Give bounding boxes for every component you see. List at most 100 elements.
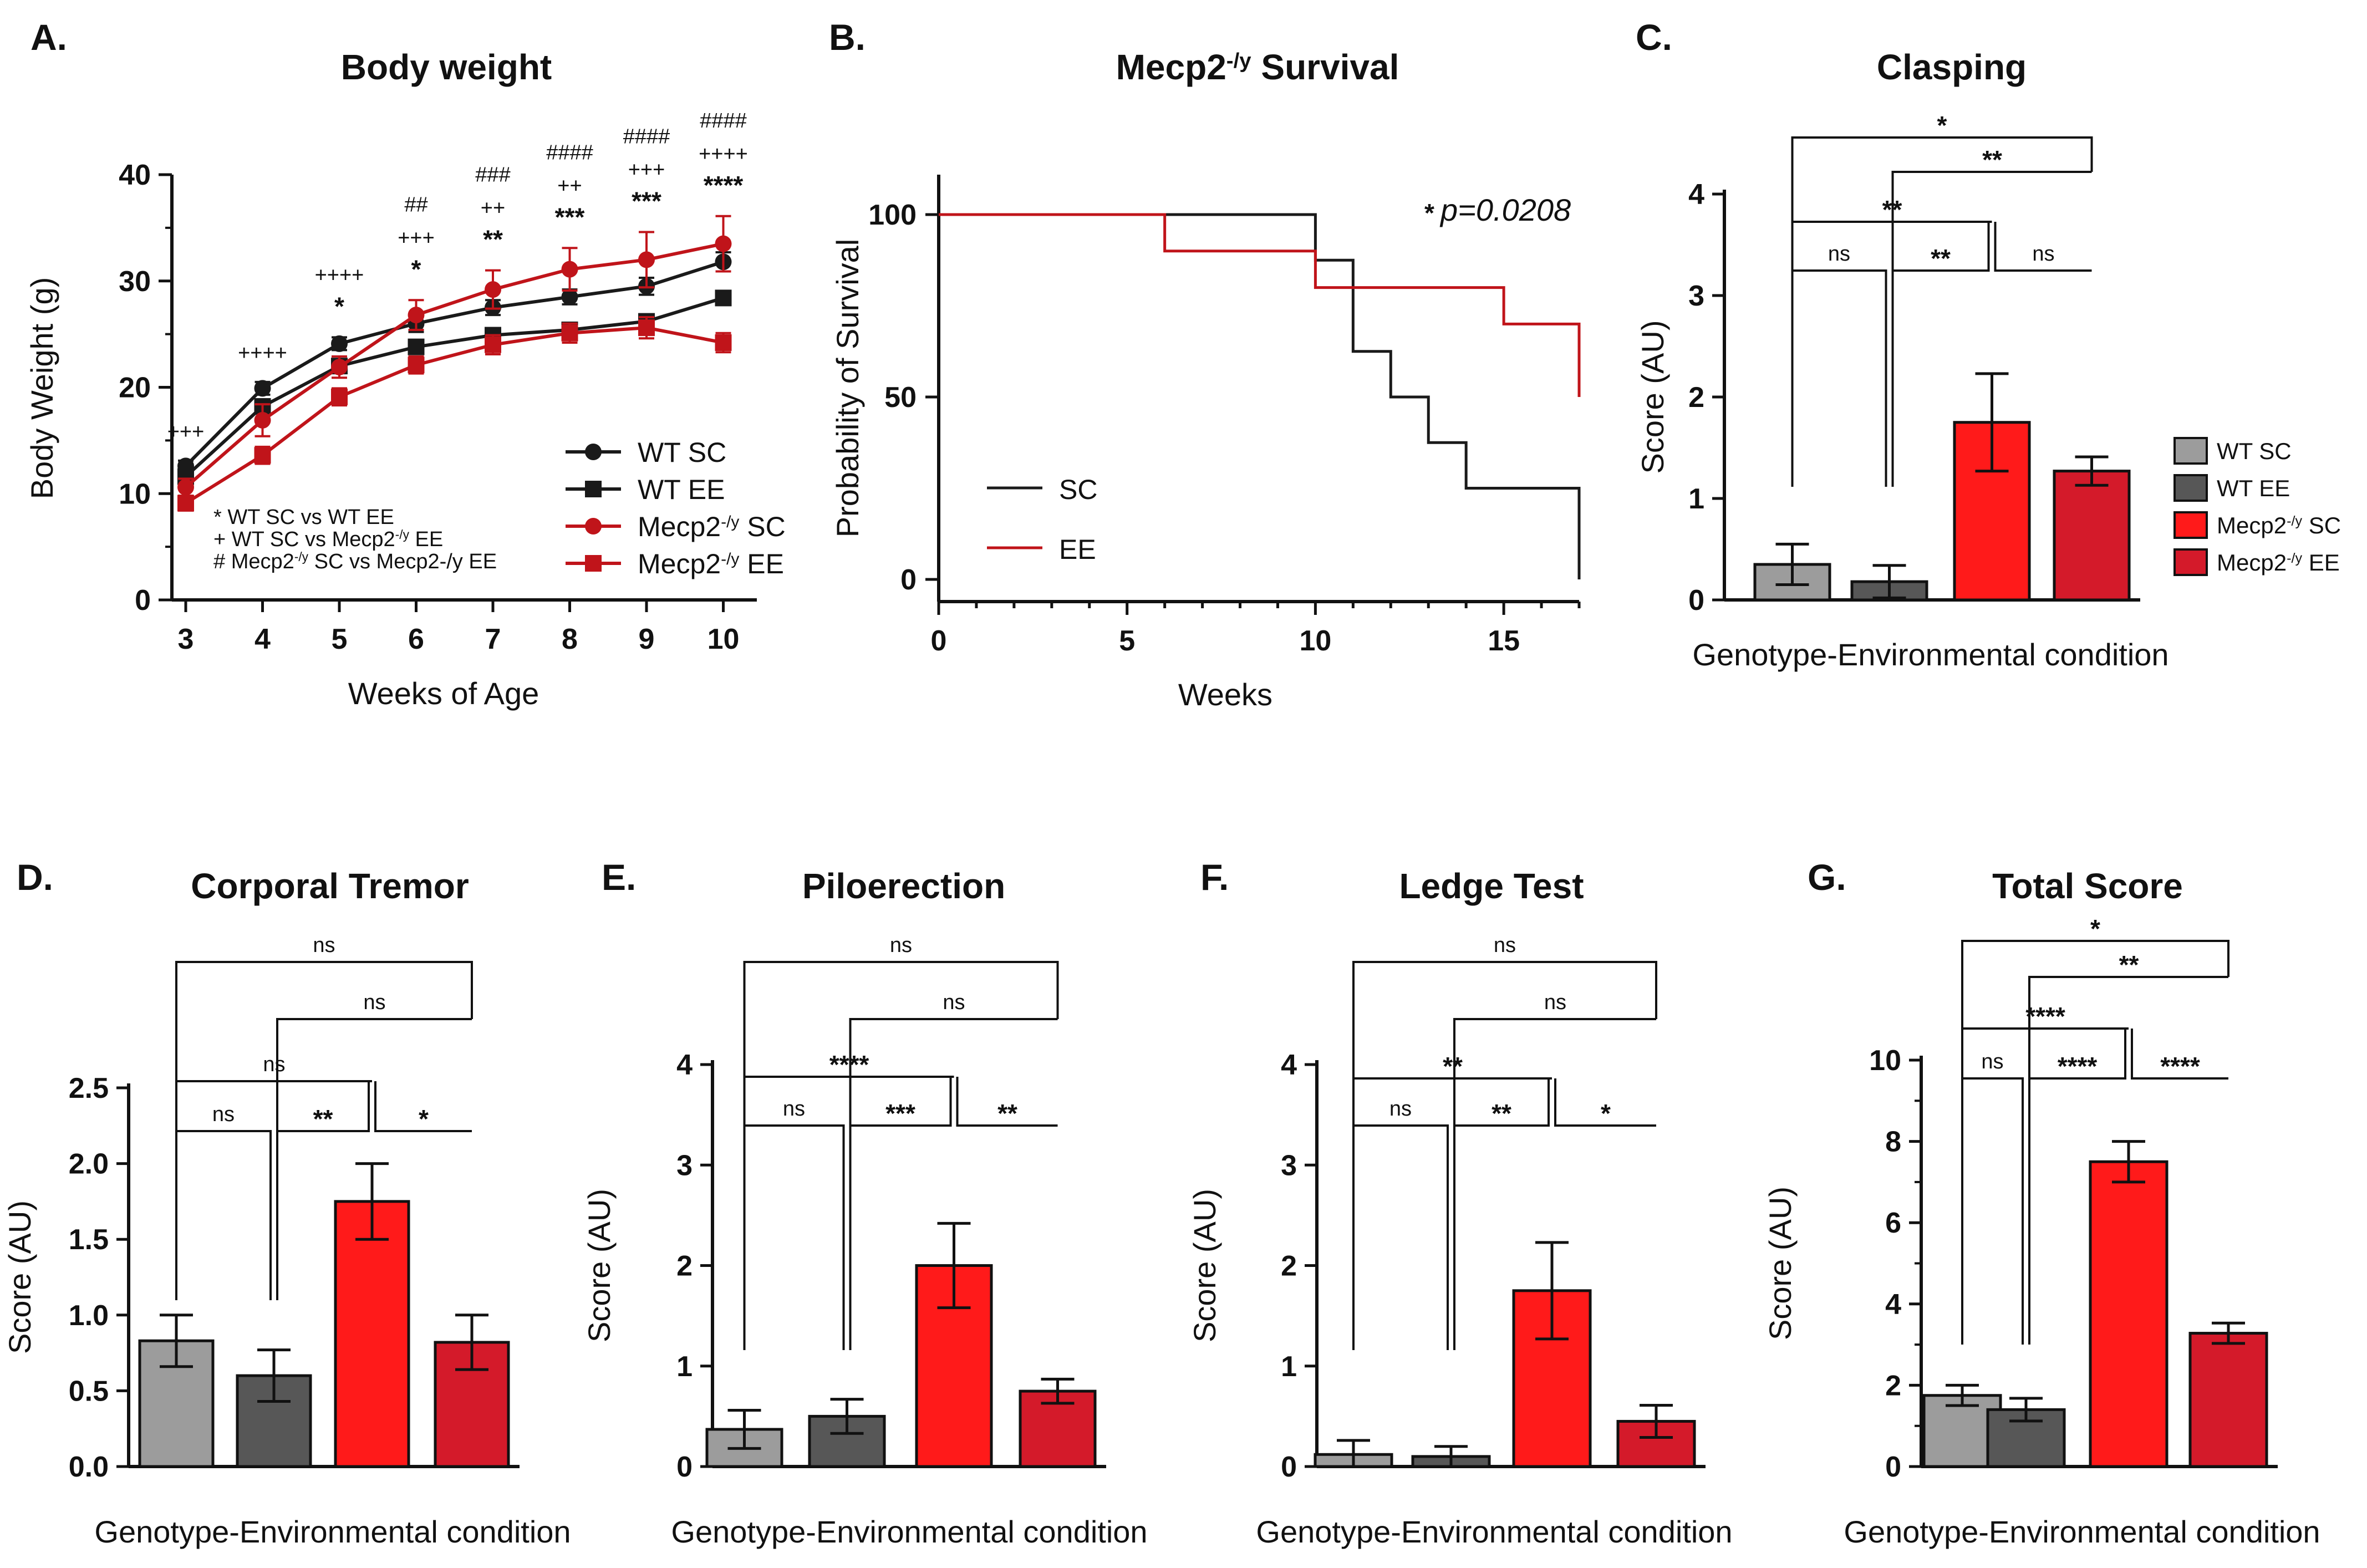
significance-label: ns — [890, 934, 912, 957]
legend-label: Mecp2-/y EE — [2217, 549, 2340, 576]
significance-label: ** — [313, 1104, 333, 1133]
legend-label: EE — [1059, 534, 1096, 565]
y-tick-label: 2.0 — [69, 1148, 109, 1180]
y-tick-label: 0 — [900, 564, 917, 596]
y-tick-label: 1 — [1281, 1351, 1297, 1383]
data-point — [331, 359, 348, 376]
y-tick-label: 40 — [119, 159, 151, 191]
panel-label-D: D. — [17, 857, 53, 898]
x-axis-label: Weeks — [1178, 677, 1272, 712]
panel-title-E: Piloerection — [802, 866, 1005, 906]
x-tick-label: 0 — [931, 625, 947, 657]
data-point — [177, 478, 194, 496]
comparison-bracket — [1453, 1018, 1656, 1350]
y-tick-label: 10 — [119, 478, 151, 510]
data-point — [254, 447, 271, 464]
y-tick-label: 2 — [1281, 1250, 1297, 1282]
legend-marker — [585, 555, 602, 572]
x-tick-label: 4 — [254, 623, 271, 655]
comparison-bracket — [1994, 222, 2092, 272]
significance-label: **** — [2160, 1052, 2200, 1081]
significance-mark: #### — [700, 109, 747, 133]
y-tick-label: 100 — [868, 199, 917, 231]
panel-label-A: A. — [30, 17, 67, 58]
y-tick-label: 8 — [1885, 1126, 1901, 1158]
comparison-bracket — [175, 961, 473, 1300]
x-axis-label: Genotype-Environmental condition — [1844, 1514, 2320, 1549]
significance-label: ns — [1544, 991, 1566, 1014]
significance-label: *** — [885, 1099, 915, 1128]
survival-curve-EE — [939, 213, 1581, 397]
series-line-3 — [185, 326, 724, 505]
significance-label: ** — [1982, 145, 2002, 174]
y-tick-label: 0.0 — [69, 1451, 109, 1483]
y-tick-label: 2 — [1688, 381, 1704, 414]
legend-label: WT SC — [638, 437, 726, 468]
x-tick-label: 10 — [1299, 625, 1331, 657]
comparison-note: + WT SC vs Mecp2-/y EE — [213, 527, 443, 551]
significance-mark: * — [334, 292, 344, 320]
panel-label-G: G. — [1808, 857, 1846, 898]
y-tick-label: 1.5 — [69, 1224, 109, 1256]
x-axis-label: Genotype-Environmental condition — [1256, 1514, 1732, 1549]
y-tick-label: 2 — [676, 1250, 693, 1282]
panel-title-C: Clasping — [1877, 47, 2027, 87]
y-tick-label: 1 — [676, 1351, 693, 1383]
significance-mark: ++ — [481, 197, 505, 220]
significance-label: ns — [943, 991, 965, 1014]
significance-mark: *** — [632, 187, 661, 216]
x-axis-label: Genotype-Environmental condition — [1692, 637, 2169, 672]
data-point — [561, 261, 578, 278]
comparison-bracket — [1554, 1078, 1656, 1127]
significance-mark: ++++ — [699, 142, 748, 166]
bar-2 — [2089, 1160, 2169, 1468]
y-tick-label: 0 — [1281, 1451, 1297, 1483]
panel-label-C: C. — [1636, 17, 1672, 58]
y-axis-label: Score (AU) — [1635, 320, 1670, 474]
significance-mark: * — [411, 254, 421, 283]
legend-label: Mecp2-/y EE — [638, 548, 784, 579]
significance-mark: +++ — [167, 420, 205, 444]
x-tick-label: 15 — [1488, 625, 1520, 657]
legend-label: SC — [1059, 474, 1097, 505]
data-point — [485, 336, 501, 353]
comparison-bracket — [2131, 1029, 2228, 1080]
x-tick-label: 6 — [408, 623, 424, 655]
legend-swatch — [2173, 437, 2208, 465]
significance-label: ns — [783, 1097, 805, 1121]
comparison-bracket — [1961, 940, 2229, 1345]
significance-mark: #### — [546, 141, 593, 164]
y-tick-label: 1.0 — [69, 1300, 109, 1332]
y-tick-label: 0.5 — [69, 1375, 109, 1407]
data-point — [485, 281, 501, 298]
panel-A: 0 10 20 30 40 3 4 5 6 7 8 9 10 Weeks of Age Body Weigh… — [24, 109, 786, 711]
significance-label: **** — [2025, 1002, 2065, 1031]
data-point — [177, 495, 194, 512]
comparison-bracket — [1791, 269, 1887, 487]
panel-D: 0.0 0.5 1.0 1.5 2.0 2.5 Genotype-Environmental… — [2, 934, 571, 1549]
significance-label: * — [419, 1104, 429, 1133]
significance-mark: *** — [555, 202, 585, 231]
significance-mark: +++ — [398, 226, 435, 250]
x-tick-label: 5 — [1119, 625, 1135, 657]
y-tick-label: 2.5 — [69, 1072, 109, 1104]
x-axis-label: Weeks of Age — [348, 676, 539, 711]
significance-label: ** — [997, 1099, 1017, 1128]
data-point — [408, 307, 425, 324]
comparison-bracket — [276, 1018, 472, 1300]
data-point — [561, 324, 578, 342]
bar-3 — [2053, 470, 2131, 602]
data-point — [638, 251, 655, 268]
y-axis-label: Probability of Survival — [830, 239, 865, 537]
significance-label: ns — [1828, 242, 1850, 266]
data-point — [331, 388, 348, 405]
comparison-bracket — [743, 961, 1059, 1350]
y-axis-label: Score (AU) — [1763, 1187, 1798, 1340]
panel-label-B: B. — [829, 17, 866, 58]
data-point — [254, 380, 271, 397]
x-tick-label: 7 — [485, 623, 501, 655]
data-point — [715, 235, 732, 252]
y-tick-label: 3 — [676, 1149, 693, 1182]
y-tick-label: 0 — [676, 1451, 693, 1483]
significance-mark: **** — [704, 171, 744, 200]
